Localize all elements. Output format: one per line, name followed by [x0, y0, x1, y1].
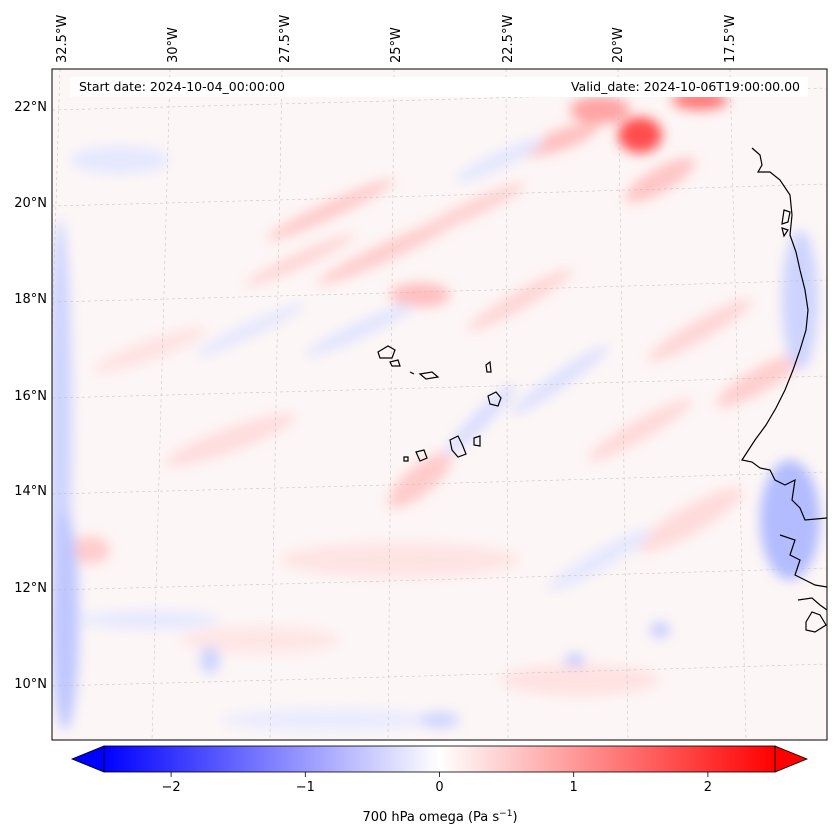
- colorbar-label: 700 hPa omega (Pa s−1): [362, 809, 517, 825]
- colorbar-extend-high: [774, 745, 809, 773]
- lon-label: 32.5°W: [55, 15, 70, 63]
- lat-label: 12°N: [14, 581, 47, 596]
- colorbar-tick-label: 0: [435, 780, 443, 795]
- lon-label: 17.5°W: [723, 15, 738, 63]
- valid-date-label: Valid_date: 2024-10-06T19:00:00.00: [571, 79, 800, 94]
- lon-label: 20°W: [611, 27, 626, 63]
- lat-label: 18°N: [14, 292, 47, 307]
- latitude-labels: 22°N 20°N 18°N 16°N 14°N 12°N 10°N: [14, 100, 47, 692]
- colorbar-body: [103, 745, 776, 773]
- colorbar-extend-low: [70, 745, 105, 773]
- map-frame: [51, 68, 828, 741]
- lon-label: 27.5°W: [278, 15, 293, 63]
- longitude-labels: 32.5°W 30°W 27.5°W 25°W 22.5°W 20°W 17.5…: [55, 15, 738, 63]
- lon-label: 22.5°W: [501, 15, 516, 63]
- lon-label: 30°W: [166, 27, 181, 63]
- colorbar-tick-label: −1: [296, 780, 315, 795]
- graticule: [52, 69, 827, 740]
- lat-label: 20°N: [14, 196, 47, 211]
- start-date-label: Start date: 2024-10-04_00:00:00: [79, 79, 285, 94]
- lat-label: 16°N: [14, 389, 47, 404]
- lat-label: 22°N: [14, 100, 47, 115]
- lat-label: 14°N: [14, 484, 47, 499]
- colorbar: −2 −1 0 1 2 700 hPa omega (Pa s−1): [70, 745, 809, 825]
- cape-verde-islands: [377, 345, 396, 359]
- lon-label: 25°W: [389, 27, 404, 63]
- colorbar-tick-label: 1: [570, 780, 578, 795]
- africa-coastline: [741, 147, 827, 521]
- colorbar-tick-label: −2: [162, 780, 181, 795]
- lat-label: 10°N: [14, 677, 47, 692]
- coastlines: [377, 147, 827, 633]
- omega-field: Start date: 2024-10-04_00:00:00 Valid_da…: [52, 69, 827, 740]
- colorbar-tick-label: 2: [704, 780, 712, 795]
